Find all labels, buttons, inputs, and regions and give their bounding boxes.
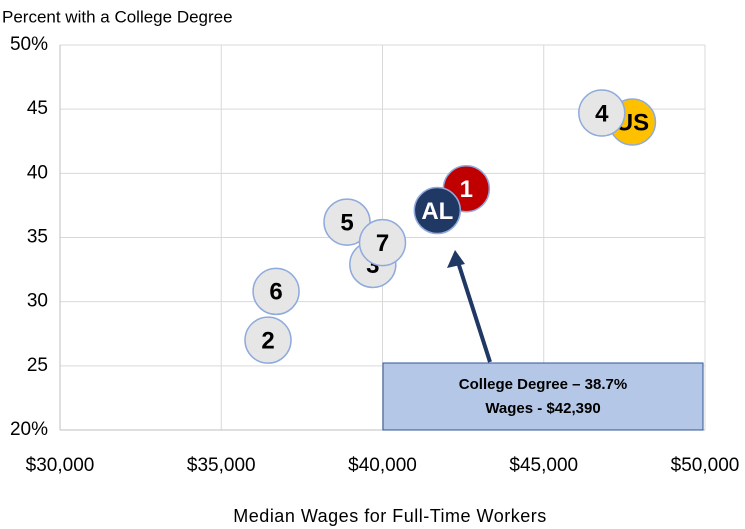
bubble-label: 6 — [269, 279, 282, 306]
y-tick-label: 45 — [27, 98, 48, 119]
bubble — [323, 198, 371, 246]
x-tick-label: $40,000 — [348, 455, 417, 476]
x-axis-label: Median Wages for Full-Time Workers — [233, 506, 546, 526]
x-tick-label: $45,000 — [509, 455, 578, 476]
bubble-label: 2 — [261, 328, 274, 355]
annotation-text: Wages - $42,390 — [485, 400, 600, 417]
bubble — [244, 316, 292, 364]
y-tick-label: 25 — [27, 355, 48, 376]
arrow — [456, 261, 492, 363]
bubble-label: AL — [421, 198, 453, 225]
y-tick-label: 40 — [27, 162, 48, 183]
y-tick-label: 20% — [10, 419, 48, 440]
bubble-label: 5 — [340, 209, 353, 236]
annotation-box — [382, 362, 704, 431]
bubble — [578, 89, 626, 137]
bubble — [358, 218, 407, 267]
bubble — [413, 186, 462, 235]
x-tick-label: $50,000 — [671, 455, 740, 476]
x-tick-label: $35,000 — [187, 455, 256, 476]
bubble-label: 7 — [376, 230, 389, 257]
y-axis-label: Percent with a College Degree — [2, 7, 233, 26]
x-tick-label: $30,000 — [26, 455, 95, 476]
arrow-head — [447, 250, 465, 268]
y-tick-label: 35 — [27, 227, 48, 248]
bubble — [252, 267, 300, 316]
bubble-label: 4 — [595, 100, 609, 127]
y-tick-label: 50% — [10, 34, 48, 55]
bubble-label: 1 — [460, 176, 473, 203]
y-tick-label: 30 — [27, 291, 48, 312]
annotation-text: College Degree – 38.7% — [459, 376, 627, 393]
